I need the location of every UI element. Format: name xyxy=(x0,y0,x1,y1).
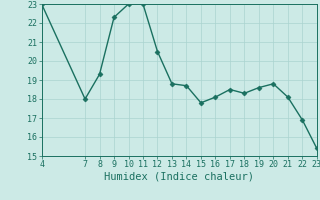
X-axis label: Humidex (Indice chaleur): Humidex (Indice chaleur) xyxy=(104,172,254,182)
